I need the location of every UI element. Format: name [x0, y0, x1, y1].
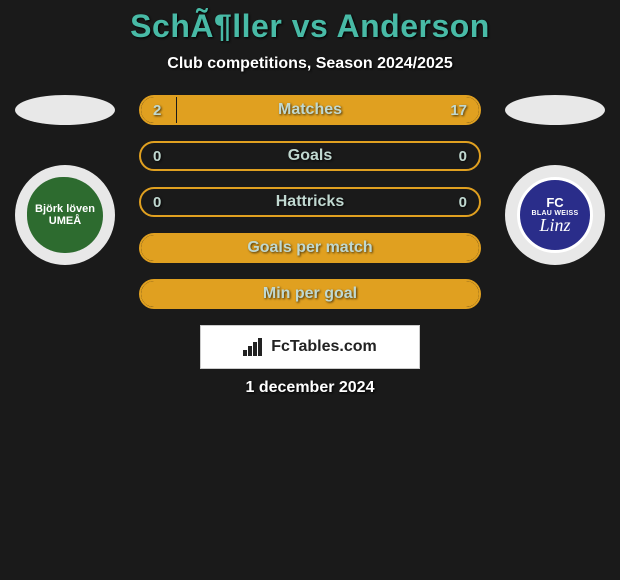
bar-label: Matches — [141, 97, 479, 123]
right-player-column: FC BLAU WEISS Linz — [500, 95, 610, 265]
badge-fc: FC — [546, 196, 563, 209]
subtitle: Club competitions, Season 2024/2025 — [0, 55, 620, 73]
stat-bar: Goals per match — [139, 233, 481, 263]
stats-bars: 217Matches 00Goals 00Hattricks Goals per ma… — [135, 95, 485, 309]
stat-bar: 217Matches — [139, 95, 481, 125]
left-player-ellipse — [15, 95, 115, 125]
bar-label: Goals — [141, 143, 479, 169]
left-player-column: Björk löven UMEÅ — [10, 95, 120, 265]
bar-label: Hattricks — [141, 189, 479, 215]
stat-bar: Min per goal — [139, 279, 481, 309]
right-team-badge: FC BLAU WEISS Linz — [505, 165, 605, 265]
comparison-infographic: SchÃ¶ller vs Anderson Club competitions,… — [0, 0, 620, 397]
badge-linz: Linz — [539, 216, 570, 234]
right-team-badge-inner: FC BLAU WEISS Linz — [517, 177, 593, 253]
footer-brand-text: FcTables.com — [271, 338, 377, 356]
stat-bar: 00Hattricks — [139, 187, 481, 217]
left-team-badge: Björk löven UMEÅ — [15, 165, 115, 265]
bar-chart-icon — [243, 338, 265, 356]
bar-label: Goals per match — [141, 235, 479, 261]
page-title: SchÃ¶ller vs Anderson — [0, 8, 620, 45]
footer-brand-box: FcTables.com — [200, 325, 420, 369]
stat-bar: 00Goals — [139, 141, 481, 171]
bar-label: Min per goal — [141, 281, 479, 307]
content-row: Björk löven UMEÅ 217Matches 00Goals 00Hatt… — [0, 95, 620, 309]
date-line: 1 december 2024 — [0, 379, 620, 397]
left-team-badge-inner: Björk löven UMEÅ — [27, 177, 103, 253]
right-player-ellipse — [505, 95, 605, 125]
